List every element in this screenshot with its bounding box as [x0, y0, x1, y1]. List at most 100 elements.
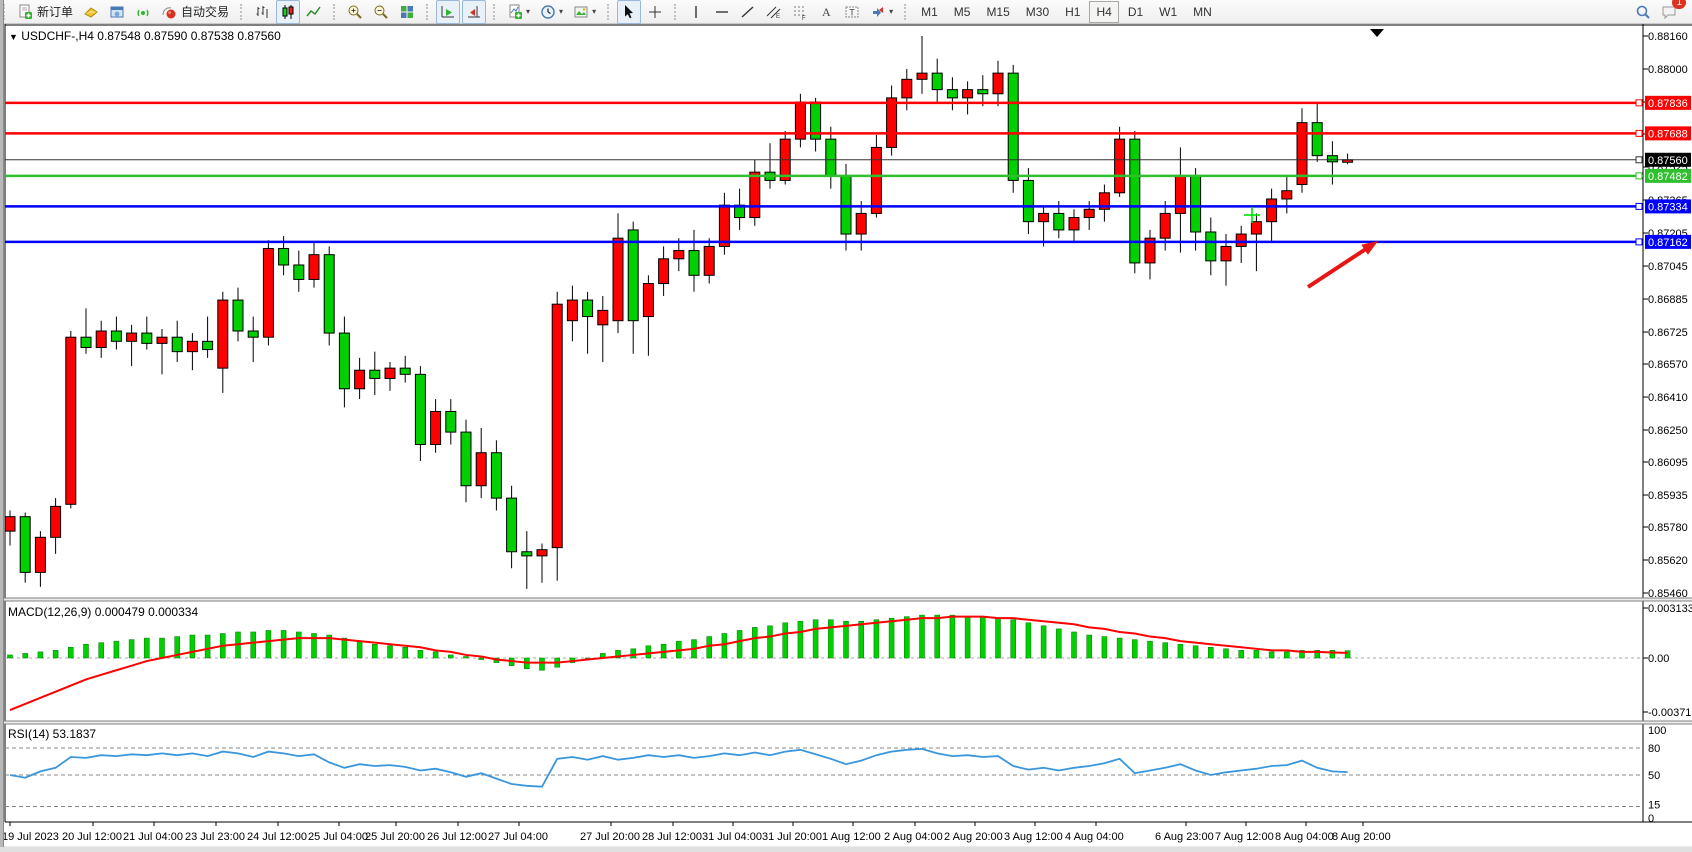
pane-separator[interactable]	[3, 597, 1692, 602]
horizontal-line-button[interactable]	[710, 0, 734, 24]
svg-text:25 Jul 04:00: 25 Jul 04:00	[308, 831, 368, 843]
indicators-button[interactable]: ▾	[503, 0, 534, 24]
timeframe-m15[interactable]: M15	[986, 4, 1010, 19]
horizontal-line-0.87482[interactable]: 0.87482	[5, 168, 1691, 183]
svg-text:F: F	[802, 16, 806, 20]
svg-text:0.88160: 0.88160	[1648, 31, 1688, 43]
timeframe-h4[interactable]: H4	[1089, 0, 1119, 23]
candle-body	[1098, 192, 1110, 210]
candle-body	[110, 330, 122, 342]
text-button[interactable]: A	[814, 0, 838, 24]
candle-body	[582, 299, 594, 318]
macd-hist-bar	[296, 631, 302, 659]
candle-body	[1053, 212, 1065, 231]
pane-separator[interactable]	[3, 720, 1692, 725]
candle-body	[1068, 217, 1080, 231]
chart-bars-button[interactable]	[250, 0, 274, 24]
chart-shift-button[interactable]	[462, 0, 487, 24]
macd-pane: 0.003133 0.00 -0.00371	[5, 603, 1692, 719]
timeframe-m5[interactable]: M5	[953, 4, 971, 19]
timeframe-w1[interactable]: W1	[1159, 4, 1178, 19]
macd-hist-bar	[7, 654, 13, 659]
macd-hist-bar	[159, 637, 165, 659]
chart-candles-button[interactable]	[276, 0, 301, 24]
rsi-pane: 100 80 50 150	[5, 725, 1666, 825]
metaeditor-button[interactable]	[79, 0, 103, 24]
candle-body	[931, 72, 943, 91]
trendline-button[interactable]	[736, 0, 760, 24]
crosshair-button[interactable]	[643, 0, 667, 24]
candle-body	[1296, 122, 1308, 186]
svg-text:0.87836: 0.87836	[1648, 98, 1688, 110]
search-button[interactable]	[1631, 0, 1655, 24]
candle-body	[19, 516, 31, 573]
time-axis[interactable]: 19 Jul 2023 20 Jul 12:00 21 Jul 04:00 23 Ju…	[2, 822, 1391, 843]
candle-body	[338, 332, 350, 390]
candle-body	[1326, 155, 1338, 163]
chevron-down-icon[interactable]: ▾	[526, 7, 531, 16]
candle-body	[506, 497, 518, 553]
svg-text:25 Jul 20:00: 25 Jul 20:00	[365, 831, 425, 843]
timeframe-d1[interactable]: D1	[1127, 4, 1144, 19]
equidistant-channel-button[interactable]: E	[762, 0, 786, 24]
vertical-line-button[interactable]	[684, 0, 708, 24]
macd-hist-bar	[873, 619, 880, 659]
arrows-button[interactable]: ▾	[866, 0, 897, 24]
horizontal-line-0.87688[interactable]: 0.87688	[5, 126, 1691, 141]
candle-body	[50, 505, 62, 538]
fibonacci-button[interactable]: F	[788, 0, 812, 24]
text-label-button[interactable]: T	[840, 0, 864, 24]
chevron-down-icon[interactable]: ▾	[889, 7, 894, 16]
new-order-button[interactable]: 新订单	[13, 0, 77, 24]
macd-hist-bar	[1147, 640, 1153, 659]
macd-hist-bar	[189, 634, 196, 659]
market-window-button[interactable]	[105, 0, 129, 24]
chart-shift-marker[interactable]	[1370, 29, 1384, 37]
macd-hist-bar	[387, 645, 393, 659]
chart-window[interactable]: 0.881600.880000.878400.876850.875250.873…	[0, 24, 1692, 846]
periods-button[interactable]: ▾	[536, 0, 567, 24]
timeframe-m30[interactable]: M30	[1025, 4, 1050, 19]
timeframe-h1[interactable]: H1	[1065, 4, 1081, 19]
chevron-down-icon[interactable]: ▾	[559, 7, 564, 16]
signals-button[interactable]	[131, 0, 155, 24]
timeframe-m1[interactable]: M1	[921, 4, 938, 19]
chart-candles-icon	[280, 4, 296, 20]
templates-button[interactable]: ▾	[569, 0, 600, 24]
candle-body	[1038, 212, 1050, 223]
timeframe-mn[interactable]: MN	[1193, 4, 1212, 19]
chart-line-button[interactable]	[302, 0, 326, 24]
chart-canvas[interactable]: 0.881600.880000.878400.876850.875250.873…	[0, 24, 1692, 852]
svg-text:0.85460: 0.85460	[1648, 588, 1688, 600]
macd-hist-bar	[265, 630, 272, 659]
candle-body	[1159, 212, 1171, 239]
horizontal-line-0.87836[interactable]: 0.87836	[5, 95, 1691, 110]
candle-body	[95, 330, 107, 349]
candle-body	[1190, 175, 1202, 233]
cursor-button[interactable]	[617, 0, 642, 24]
chat-button[interactable]: 1	[1657, 0, 1686, 24]
horizontal-line-0.87560[interactable]: 0.87560	[5, 152, 1691, 167]
auto-scroll-button[interactable]	[436, 0, 461, 24]
candle-body	[688, 250, 700, 276]
candle-body	[1083, 208, 1095, 219]
auto-trading-button[interactable]: 自动交易	[157, 0, 233, 24]
rsi-line	[9, 747, 1348, 788]
svg-text:0.86570: 0.86570	[1648, 359, 1688, 371]
svg-text:0.003133: 0.003133	[1648, 603, 1692, 615]
candle-body	[673, 250, 685, 260]
chevron-down-icon[interactable]: ▾	[592, 7, 597, 16]
symbol-dropdown-icon[interactable]: ▼	[9, 32, 18, 42]
macd-hist-bar	[1344, 650, 1351, 659]
macd-hist-bar	[1116, 637, 1123, 659]
horizontal-line-0.87162[interactable]: 0.87162	[5, 234, 1691, 249]
zoom-in-button[interactable]	[343, 0, 367, 24]
toolbar-group: 新订单 自动交易	[0, 1, 237, 23]
tile-windows-button[interactable]	[395, 0, 419, 24]
zoom-out-button[interactable]	[369, 0, 393, 24]
horizontal-line-0.87334[interactable]: 0.87334	[5, 199, 1691, 214]
arrow-annotation[interactable]	[1306, 241, 1378, 289]
macd-hist-bar	[934, 614, 940, 659]
plus-marker[interactable]	[1244, 207, 1260, 223]
macd-label: MACD(12,26,9) 0.000479 0.000334	[8, 605, 199, 619]
